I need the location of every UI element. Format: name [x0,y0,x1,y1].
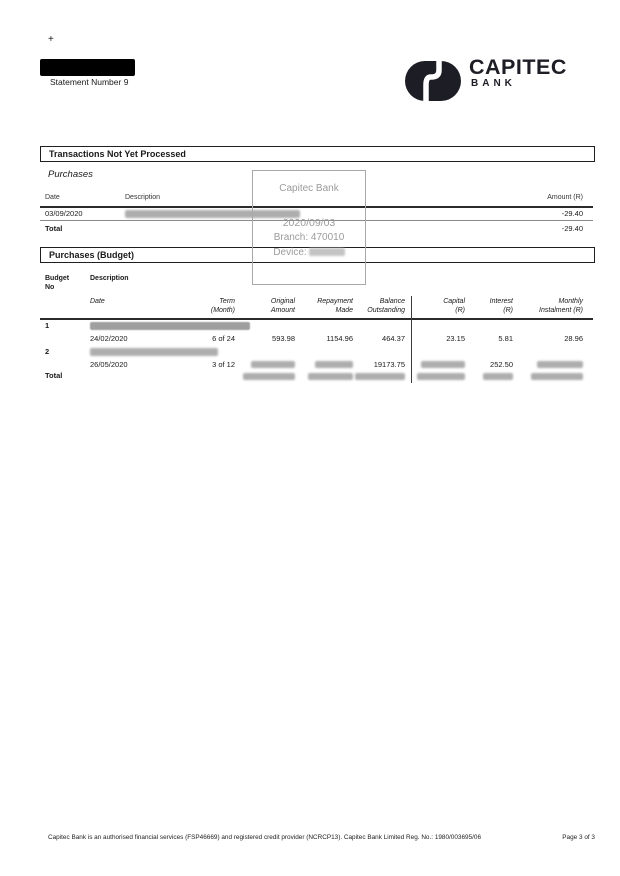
txn-date: 03/09/2020 [45,209,83,218]
redacted-txn-description [125,210,300,218]
budget-row-original: 593.98 [272,334,295,343]
redacted-budget-description [90,348,218,356]
sub-term-1: Term [219,298,235,305]
redacted-amount [421,361,465,368]
budget-total-label: Total [45,371,63,380]
txn-total-amount: -29.40 [561,224,583,233]
col-budget-no-2: No [45,284,55,291]
redacted-total [243,373,295,380]
sub-repayment-2: Made [335,307,353,314]
sub-original-2: Amount [270,307,295,314]
divider [40,220,593,221]
sub-interest-2: (R) [503,307,513,314]
budget-row-balance: 464.37 [382,334,405,343]
budget-row-no: 2 [45,347,50,356]
redacted-amount [315,361,353,368]
budget-row-date: 26/05/2020 [90,360,128,369]
sub-term-2: (Month) [210,307,235,314]
sub-capital-1: Capital [443,298,465,305]
stamp-date: 2020/09/03 [282,217,336,229]
redacted-total [308,373,353,380]
budget-row-no: 1 [45,321,50,330]
footer-disclaimer: Capitec Bank is an authorised financial … [48,834,482,841]
capitec-logo-icon [403,60,463,107]
sub-repayment-1: Repayment [317,298,353,305]
sub-balance-1: Balance [379,298,405,305]
stamp-branch: Branch: 470010 [273,232,345,243]
budget-row-instalment: 28.96 [564,334,583,343]
stamp-bank-name: Capitec Bank [279,183,339,194]
sub-date: Date [90,298,105,305]
purchases-subtitle: Purchases [48,169,93,180]
redacted-total [355,373,405,380]
budget-row-interest: 5.81 [498,334,513,343]
branch-stamp: Capitec Bank 2020/09/03 Branch: 470010 D… [252,170,366,285]
col-budget-description: Description [90,275,129,282]
budget-row-term: 3 of 12 [212,360,235,369]
capitec-logo: CAPITEC BANK [403,55,573,102]
sub-interest-1: Interest [489,298,513,305]
sub-monthly-2: Instalment (R) [539,307,583,314]
budget-row-repayment: 1154.96 [326,334,353,343]
redacted-account-holder [40,59,135,76]
redacted-device-id [308,248,345,257]
page-indicator: Page 3 of 3 [562,834,595,841]
sub-capital-2: (R) [455,307,465,314]
txn-total-label: Total [45,224,63,233]
redacted-amount [537,361,583,368]
redacted-budget-description [90,322,250,330]
redacted-amount [251,361,295,368]
col-budget-no-1: Budget [45,275,70,282]
divider [40,206,593,208]
col-date: Date [45,194,60,201]
statement-number: Statement Number 9 [50,77,129,87]
sub-original-1: Original [270,298,295,305]
col-description: Description [125,194,161,201]
budget-row-interest: 252.50 [490,360,513,369]
stamp-device: Device: [253,247,365,258]
budget-row-capital: 23.15 [446,334,465,343]
txn-amount: -29.40 [561,209,583,218]
stamp-device-label: Device: [273,247,307,258]
budget-row-balance: 19173.75 [373,360,405,369]
registration-mark: + [48,34,54,45]
column-divider [411,296,412,383]
section-transactions-title: Transactions Not Yet Processed [40,146,595,162]
logo-sub: BANK [471,78,516,89]
sub-monthly-1: Monthly [558,298,583,305]
col-amount: Amount (R) [547,194,583,201]
budget-row-date: 24/02/2020 [90,334,128,343]
redacted-total [483,373,513,380]
budget-row-term: 6 of 24 [212,334,235,343]
logo-wordmark: CAPITEC [469,55,567,79]
sub-balance-2: Outstanding [367,307,405,314]
redacted-total [531,373,583,380]
redacted-total [417,373,465,380]
divider [40,318,593,320]
